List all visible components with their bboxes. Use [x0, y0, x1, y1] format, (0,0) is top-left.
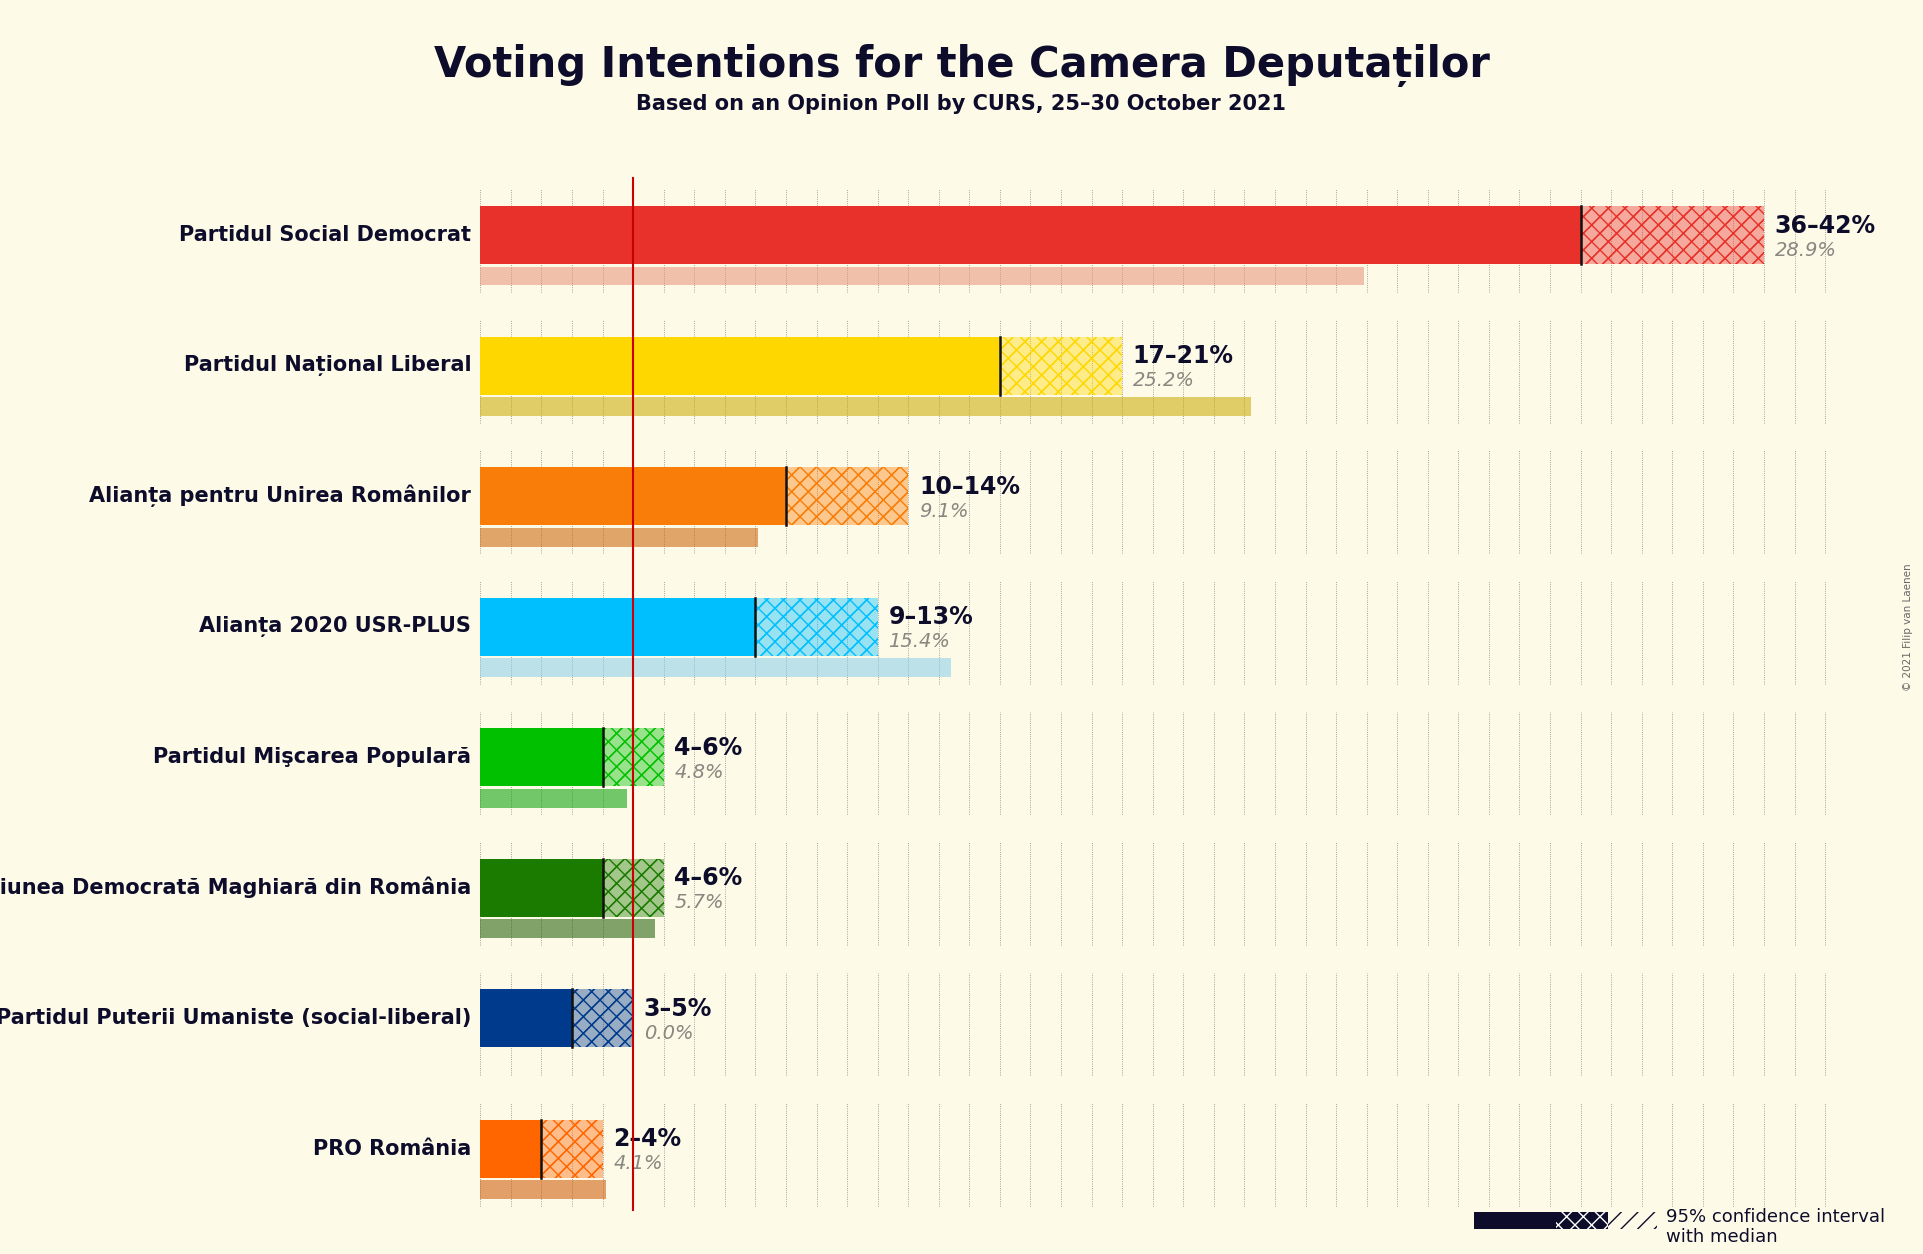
Text: 4–6%: 4–6%: [675, 736, 742, 760]
Text: 3–5%: 3–5%: [644, 997, 712, 1021]
Bar: [571, 989, 633, 1047]
Bar: [542, 1120, 602, 1178]
Bar: [756, 598, 877, 656]
Text: Partidul Mişcarea Populară: Partidul Mişcarea Populară: [154, 747, 471, 767]
Bar: [481, 598, 756, 656]
Bar: [571, 989, 633, 1047]
Bar: [602, 729, 663, 786]
Bar: [787, 468, 908, 525]
Bar: [602, 859, 663, 917]
Bar: [542, 1120, 602, 1178]
Bar: [481, 468, 787, 525]
Text: Alianța pentru Unirea Românilor: Alianța pentru Unirea Românilor: [88, 485, 471, 508]
Bar: [602, 859, 663, 917]
Text: Partidul Puterii Umaniste (social-liberal): Partidul Puterii Umaniste (social-libera…: [0, 1008, 471, 1028]
Bar: [787, 468, 908, 525]
Text: 28.9%: 28.9%: [1775, 241, 1836, 260]
Bar: [481, 789, 627, 808]
Text: 9.1%: 9.1%: [919, 502, 969, 520]
Text: 25.2%: 25.2%: [1133, 371, 1194, 390]
Text: 17–21%: 17–21%: [1133, 345, 1235, 369]
Bar: [1000, 337, 1123, 395]
Bar: [756, 598, 877, 656]
Bar: [1581, 206, 1763, 265]
Bar: [1473, 1213, 1556, 1241]
Bar: [481, 658, 952, 677]
Text: 5.7%: 5.7%: [675, 893, 723, 912]
Bar: [1581, 206, 1763, 265]
Text: Based on an Opinion Poll by CURS, 25–30 October 2021: Based on an Opinion Poll by CURS, 25–30 …: [637, 94, 1286, 114]
Text: 9–13%: 9–13%: [888, 606, 973, 630]
Bar: [481, 919, 654, 938]
Text: 4.8%: 4.8%: [675, 762, 723, 781]
Text: Uniunea Democrată Maghiară din România: Uniunea Democrată Maghiară din România: [0, 877, 471, 898]
Text: 2–4%: 2–4%: [613, 1127, 681, 1151]
Bar: [481, 337, 1000, 395]
Bar: [481, 1180, 606, 1199]
Bar: [756, 598, 877, 656]
Bar: [602, 729, 663, 786]
Bar: [1556, 1213, 1608, 1241]
Bar: [571, 989, 633, 1047]
Bar: [602, 859, 663, 917]
Bar: [481, 1120, 542, 1178]
Text: Partidul Social Democrat: Partidul Social Democrat: [179, 226, 471, 245]
Bar: [481, 398, 1250, 416]
Text: 4–6%: 4–6%: [675, 867, 742, 890]
Text: Alianța 2020 USR-PLUS: Alianța 2020 USR-PLUS: [200, 616, 471, 637]
Text: 10–14%: 10–14%: [919, 475, 1019, 499]
Text: PRO România: PRO România: [313, 1139, 471, 1159]
Text: 95% confidence interval
with median: 95% confidence interval with median: [1665, 1208, 1885, 1246]
Bar: [481, 859, 602, 917]
Text: 4.1%: 4.1%: [613, 1154, 663, 1174]
Text: 0.0%: 0.0%: [644, 1023, 694, 1042]
Bar: [481, 206, 1581, 265]
Bar: [481, 267, 1363, 286]
Bar: [542, 1120, 602, 1178]
Text: © 2021 Filip van Laenen: © 2021 Filip van Laenen: [1902, 563, 1913, 691]
Bar: [481, 729, 602, 786]
Bar: [1608, 1213, 1658, 1241]
Text: 36–42%: 36–42%: [1775, 214, 1875, 238]
Text: Voting Intentions for the Camera Deputaților: Voting Intentions for the Camera Deputaț…: [433, 44, 1490, 87]
Bar: [1473, 1246, 1556, 1254]
Bar: [1000, 337, 1123, 395]
Text: Partidul Național Liberal: Partidul Național Liberal: [183, 355, 471, 376]
Bar: [481, 989, 571, 1047]
Bar: [602, 729, 663, 786]
Bar: [787, 468, 908, 525]
Bar: [1000, 337, 1123, 395]
Bar: [481, 528, 758, 547]
Bar: [1581, 206, 1763, 265]
Text: 15.4%: 15.4%: [888, 632, 950, 651]
